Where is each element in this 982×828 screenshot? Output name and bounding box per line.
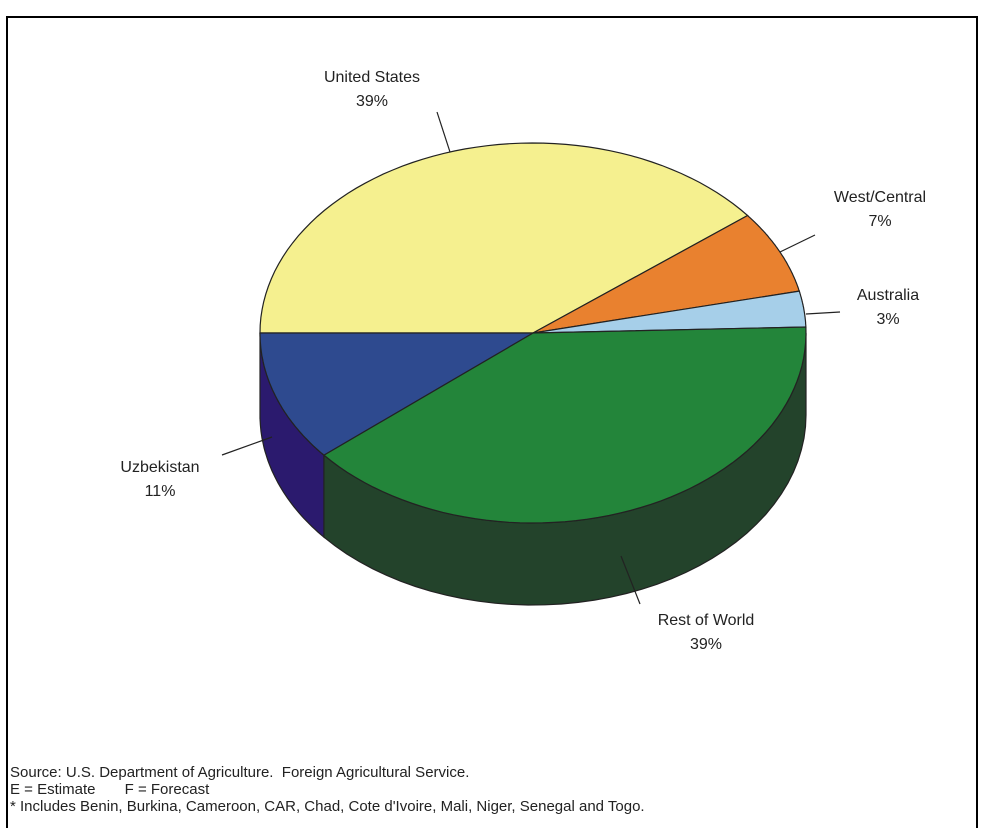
slice-label-uzbekistan: Uzbekistan <box>120 459 199 476</box>
slice-label-rest-of-world: Rest of World <box>658 612 755 629</box>
slice-label-australia: Australia <box>857 287 919 304</box>
chart-notes: Source: U.S. Department of Agriculture. … <box>10 764 970 815</box>
slice-percent-west-central: 7% <box>868 213 891 230</box>
slice-label-united-states: United States <box>324 69 420 86</box>
slice-percent-rest-of-world: 39% <box>690 636 722 653</box>
source-note: Source: U.S. Department of Agriculture. … <box>10 764 470 781</box>
pie-slice-rest-of-world <box>322 326 807 524</box>
slice-label-west-central: West/Central <box>834 189 926 206</box>
slice-percent-uzbekistan: 11% <box>145 483 176 500</box>
slice-percent-australia: 3% <box>876 311 899 328</box>
leader-line-uzbekistan <box>221 436 273 456</box>
pie-slice-uzbekistan <box>259 332 536 456</box>
pie-slice-united-states <box>259 142 749 334</box>
slice-percent-united-states: 39% <box>356 93 388 110</box>
leader-line-australia <box>805 311 841 315</box>
leader-line-west-central <box>779 234 816 253</box>
pie-slice-west-central <box>532 214 801 334</box>
leader-line-rest-of-world <box>620 555 641 605</box>
pie-chart: United States 39% West/Central 7% Australia 3… <box>120 69 926 653</box>
legend-codes-note: E = Estimate F = Forecast <box>10 781 210 798</box>
footnote: * Includes Benin, Burkina, Cameroon, CAR… <box>10 798 645 815</box>
leader-line-united-states <box>436 111 451 153</box>
pie-slice-australia <box>532 290 807 334</box>
chart-frame <box>6 16 978 828</box>
